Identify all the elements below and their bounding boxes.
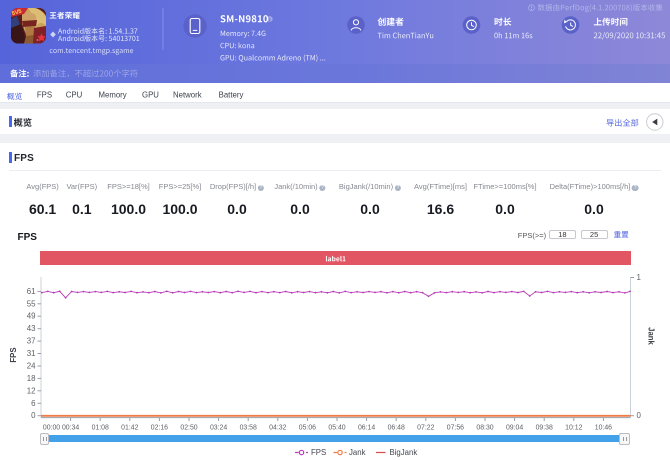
svg-text:08:30: 08:30 <box>476 425 493 432</box>
svg-text:49: 49 <box>27 312 36 321</box>
svg-text:09:38: 09:38 <box>536 425 553 432</box>
svg-text:07:56: 07:56 <box>447 425 464 432</box>
svg-text:Jank: Jank <box>647 327 656 345</box>
svg-text:05:40: 05:40 <box>328 425 345 432</box>
svg-text:00:34: 00:34 <box>62 425 79 432</box>
svg-text:FPS: FPS <box>9 347 18 362</box>
svg-text:31: 31 <box>27 349 36 358</box>
svg-text:09:04: 09:04 <box>506 425 523 432</box>
svg-text:37: 37 <box>27 337 36 346</box>
svg-text:06:14: 06:14 <box>358 425 375 432</box>
svg-text:02:50: 02:50 <box>180 425 197 432</box>
svg-text:06:48: 06:48 <box>388 425 405 432</box>
svg-text:43: 43 <box>27 324 36 333</box>
svg-text:05:06: 05:06 <box>299 425 316 432</box>
svg-text:04:32: 04:32 <box>269 425 286 432</box>
svg-text:61: 61 <box>27 287 36 296</box>
svg-text:01:08: 01:08 <box>92 425 109 432</box>
svg-text:5V5: 5V5 <box>11 9 22 18</box>
svg-text:1: 1 <box>637 273 641 282</box>
svg-text:24: 24 <box>27 362 36 371</box>
svg-text:00:00: 00:00 <box>43 425 60 432</box>
svg-text:02:16: 02:16 <box>151 425 168 432</box>
svg-text:18: 18 <box>27 374 36 383</box>
svg-text:07:22: 07:22 <box>417 425 434 432</box>
svg-text:01:42: 01:42 <box>121 425 138 432</box>
svg-text:03:24: 03:24 <box>210 425 227 432</box>
svg-text:0: 0 <box>637 411 642 420</box>
svg-text:55: 55 <box>27 299 36 308</box>
svg-text:6: 6 <box>31 399 36 408</box>
svg-text:03:58: 03:58 <box>240 425 257 432</box>
svg-text:12: 12 <box>27 386 36 395</box>
svg-text:0: 0 <box>31 411 36 420</box>
svg-text:10:12: 10:12 <box>565 425 582 432</box>
svg-text:10:46: 10:46 <box>595 425 612 432</box>
